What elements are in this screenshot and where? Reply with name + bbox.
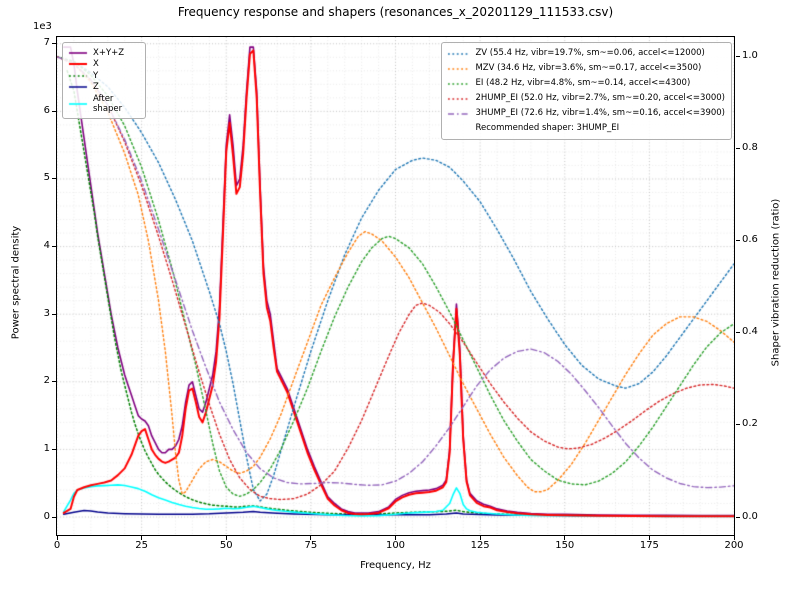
x-tick-label: 0	[53, 540, 61, 551]
y-left-tick-mark	[52, 43, 56, 45]
x-tick-mark	[479, 536, 481, 540]
y-right-tick-mark	[736, 516, 740, 518]
x-tick-mark	[564, 536, 566, 540]
legend-line-sample-ei	[447, 78, 471, 89]
y-right-tick-mark	[736, 56, 740, 58]
legend-label: 3HUMP_EI (72.6 Hz, vibr=1.4%, sm~=0.16, …	[475, 108, 725, 119]
y-right-tick-label: 0.2	[742, 418, 758, 430]
legend-line-sample-3hump	[447, 108, 471, 119]
x-tick-mark	[395, 536, 396, 540]
x-tick-mark	[648, 536, 650, 540]
x-tick-mark	[225, 536, 227, 540]
x-tick-label: 75	[304, 540, 318, 551]
y-left-tick-label: 7	[43, 37, 50, 49]
y-right-tick-mark	[736, 332, 740, 334]
y-axis-offset-text: 1e3	[33, 21, 52, 32]
x-axis-label: Frequency, Hz	[360, 560, 431, 571]
x-tick-label: 150	[555, 540, 575, 551]
y-right-tick-label: 0.8	[742, 142, 758, 154]
legend-item: Y	[68, 70, 139, 81]
y-right-tick-mark	[736, 424, 740, 426]
legend-item: MZV (34.6 Hz, vibr=3.6%, sm~=0.17, accel…	[447, 61, 725, 76]
legend-item: ZV (55.4 Hz, vibr=19.7%, sm~=0.06, accel…	[447, 46, 725, 61]
legend-line-sample-zv	[447, 48, 471, 59]
y-left-tick-mark	[52, 516, 56, 518]
y-left-tick-mark	[52, 313, 56, 315]
legend-item: After shaper	[68, 94, 139, 114]
legend-item: X+Y+Z	[68, 47, 139, 58]
y-left-tick-label: 4	[43, 240, 50, 252]
legend-item: 3HUMP_EI (72.6 Hz, vibr=1.4%, sm~=0.16, …	[447, 106, 725, 121]
legend-line-sample-y	[68, 70, 88, 81]
y-axis-label-right: Shaper vibration reduction (ratio)	[770, 198, 782, 367]
legend-label: Y	[93, 70, 99, 81]
x-tick-label: 125	[470, 540, 490, 551]
y-left-tick-label: 6	[43, 104, 50, 116]
y-left-tick-label: 5	[43, 172, 50, 184]
legend-label: ZV (55.4 Hz, vibr=19.7%, sm~=0.06, accel…	[475, 48, 705, 59]
y-right-tick-mark	[736, 240, 740, 242]
x-tick-label: 200	[724, 540, 744, 551]
legend-label: After shaper	[93, 93, 123, 114]
x-tick-label: 50	[219, 540, 233, 551]
legend-label: 2HUMP_EI (52.0 Hz, vibr=2.7%, sm~=0.20, …	[475, 93, 725, 104]
y-left-tick-mark	[52, 246, 56, 248]
legend-item: 2HUMP_EI (52.0 Hz, vibr=2.7%, sm~=0.20, …	[447, 91, 725, 106]
legend-label: X	[93, 59, 99, 70]
y-left-tick-mark	[52, 381, 56, 383]
y-left-tick-label: 2	[43, 375, 50, 387]
legend-label: Z	[93, 82, 99, 93]
legend-label: EI (48.2 Hz, vibr=4.8%, sm~=0.14, accel<…	[475, 78, 691, 89]
y-right-tick-label: 0.4	[742, 326, 758, 338]
legend-item: X	[68, 59, 139, 70]
x-tick-mark	[733, 536, 735, 540]
chart-title: Frequency response and shapers (resonanc…	[177, 5, 614, 19]
y-axis-label-left: Power spectral density	[10, 225, 22, 340]
legend-recommended-shaper	[447, 123, 471, 134]
y-right-tick-label: 0.0	[742, 510, 758, 522]
legend-label: Recommended shaper: 3HUMP_EI	[475, 123, 620, 134]
y-left-tick-mark	[52, 178, 56, 180]
legend-item: Z	[68, 82, 139, 93]
y-right-tick-label: 0.6	[742, 234, 758, 246]
x-tick-mark	[141, 536, 143, 540]
x-tick-mark	[310, 536, 312, 540]
y-left-tick-mark	[52, 110, 56, 112]
legend-line-sample-after	[68, 98, 88, 109]
legend-label: MZV (34.6 Hz, vibr=3.6%, sm~=0.17, accel…	[475, 63, 702, 74]
x-tick-label: 25	[135, 540, 148, 551]
legend-line-sample-2hump	[447, 93, 471, 104]
legend-line-sample-xyz	[68, 47, 88, 58]
x-tick-label: 100	[385, 540, 406, 551]
legend-line-sample-mzv	[447, 63, 471, 74]
y-left-tick-label: 1	[43, 442, 50, 454]
y-left-tick-label: 3	[43, 307, 50, 319]
legend-item: EI (48.2 Hz, vibr=4.8%, sm~=0.14, accel<…	[447, 76, 725, 91]
legend-item: Recommended shaper: 3HUMP_EI	[447, 121, 725, 136]
y-left-tick-mark	[52, 448, 56, 450]
y-right-tick-mark	[736, 148, 740, 150]
x-tick-label: 175	[639, 540, 659, 551]
x-tick-mark	[56, 536, 58, 540]
y-right-tick-label: 1.0	[742, 50, 758, 62]
legend-line-sample-x	[68, 59, 88, 70]
legend-shapers: ZV (55.4 Hz, vibr=19.7%, sm~=0.06, accel…	[441, 42, 732, 140]
legend-psd: X+Y+Z X Y Z After shaper	[62, 42, 146, 120]
legend-label: X+Y+Z	[93, 47, 125, 58]
legend-line-sample-z	[68, 82, 88, 93]
y-left-tick-label: 0	[43, 510, 50, 522]
